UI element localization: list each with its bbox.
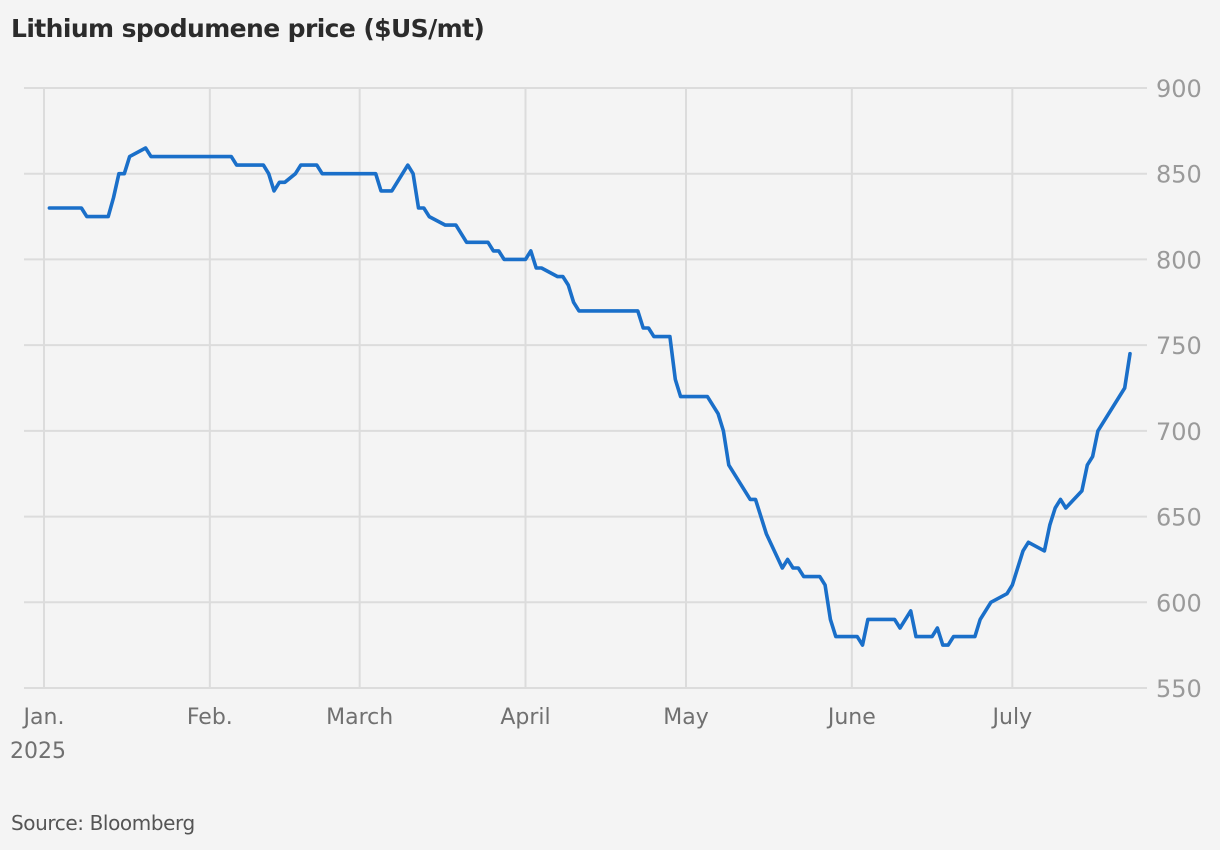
y-tick-label: 900 bbox=[1156, 75, 1202, 103]
y-tick-label: 800 bbox=[1156, 246, 1202, 274]
x-tick-label: July bbox=[991, 705, 1033, 730]
x-tick-label: March bbox=[326, 705, 393, 730]
x-tick-label: Jan. bbox=[22, 705, 65, 730]
x-tick-label: Feb. bbox=[187, 705, 233, 730]
x-tick-label: June bbox=[826, 705, 876, 730]
y-tick-label: 600 bbox=[1156, 589, 1202, 617]
chart-title: Lithium spodumene price ($US/mt) bbox=[11, 14, 485, 43]
y-tick-label: 750 bbox=[1156, 332, 1202, 360]
x-tick-label: April bbox=[500, 705, 550, 730]
vertical-gridlines bbox=[43, 88, 1014, 688]
y-tick-label: 650 bbox=[1156, 504, 1202, 532]
x-axis-labels: Jan. 2025 Feb. March April May June July bbox=[10, 705, 1032, 764]
x-tick-label: May bbox=[663, 705, 708, 730]
y-tick-label: 850 bbox=[1156, 161, 1202, 189]
y-tick-label: 700 bbox=[1156, 418, 1202, 446]
source-note: Source: Bloomberg bbox=[11, 811, 195, 835]
y-axis-labels: 550 600 650 700 750 800 850 900 bbox=[1156, 75, 1202, 703]
x-tick-year-label: 2025 bbox=[10, 739, 66, 764]
horizontal-gridlines bbox=[24, 87, 1147, 689]
price-line bbox=[47, 146, 1132, 647]
y-tick-label: 550 bbox=[1156, 675, 1202, 703]
